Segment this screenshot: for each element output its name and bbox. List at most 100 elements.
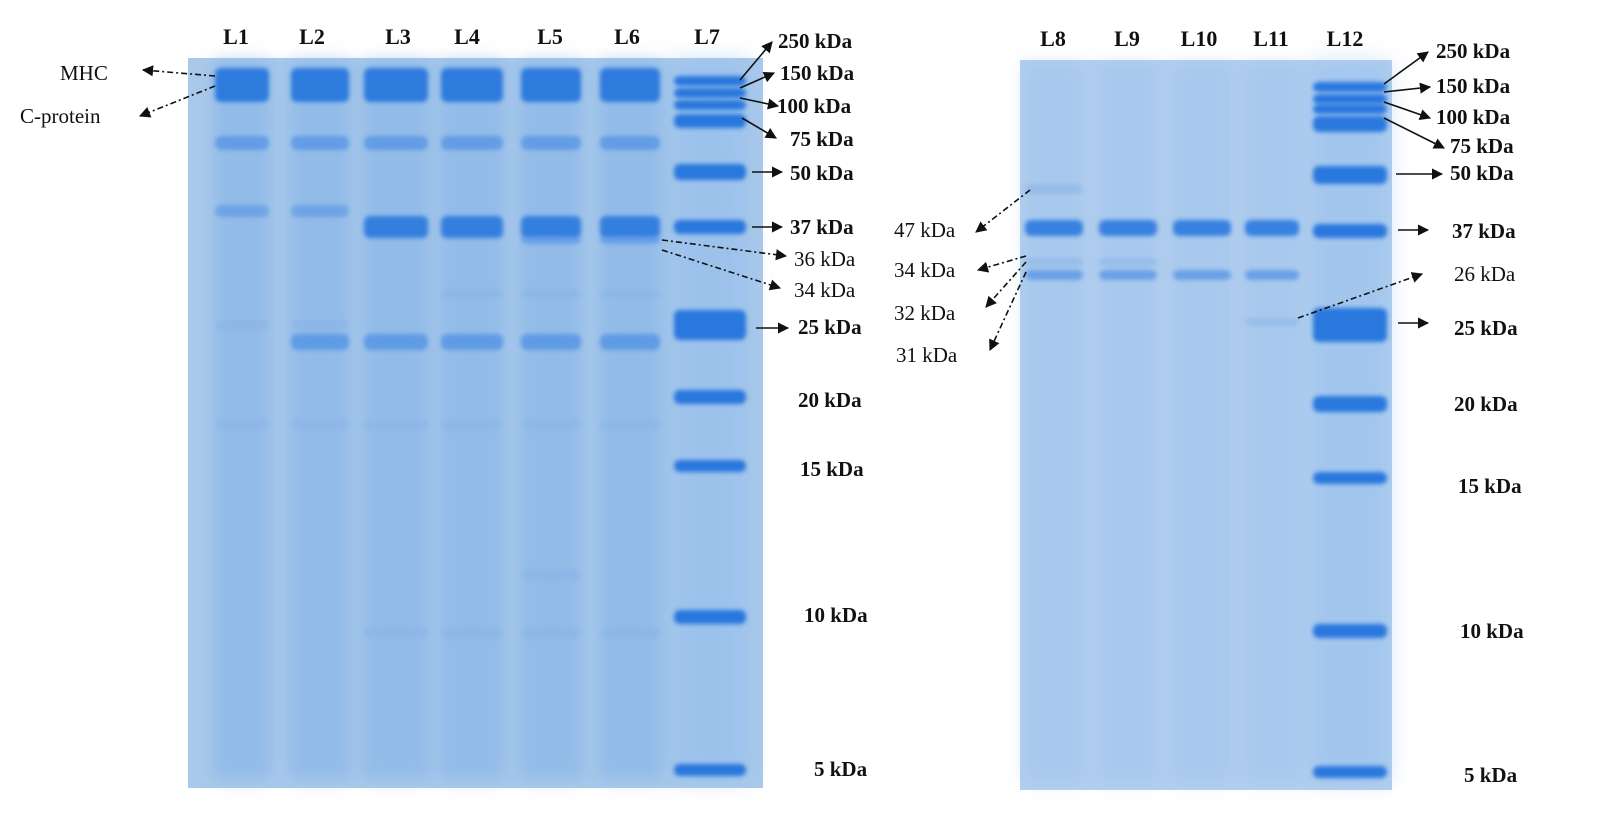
left-band-band-10-lane-4 — [441, 628, 503, 638]
right-band-band-32-lane-9 — [1099, 270, 1157, 280]
left-ladder-band-37 — [674, 220, 746, 234]
left-band-band-18-lane-6 — [600, 420, 660, 430]
left-ladder-band-10 — [674, 610, 746, 624]
right-ladder-band-5 — [1313, 766, 1387, 778]
left-band-band-25-lane-5 — [521, 334, 581, 350]
left-band-band-37-lane-4 — [441, 216, 503, 238]
left-band-band-27-lane-1 — [215, 320, 269, 330]
lane-label-l12: L12 — [1327, 26, 1364, 51]
left-band-band-37-lane-6 — [600, 216, 660, 238]
right-ladder-37: 37 kDa — [1452, 219, 1516, 243]
right-lane-labels: L8 L9 L10 L11 L12 — [1040, 26, 1363, 51]
right-lane-9-smear — [1097, 62, 1159, 782]
right-lane-8-smear — [1023, 62, 1085, 782]
right-band-band-32-lane-10 — [1173, 270, 1231, 280]
right-gel: L8 L9 L10 L11 L12 250 kDa 150 kDa 100 kD… — [894, 26, 1524, 790]
right-ladder-10: 10 kDa — [1460, 619, 1524, 643]
left-band-band-25-lane-6 — [600, 334, 660, 350]
left-band-mhc-lane-2 — [291, 68, 349, 102]
right-ladder-50: 50 kDa — [1450, 161, 1514, 185]
left-gel: L1 L2 L3 L4 L5 L6 L7 250 kDa 150 kDa 100… — [20, 24, 868, 788]
right-ladder-band-75 — [1313, 116, 1387, 132]
left-ladder-150: 150 kDa — [780, 61, 855, 85]
annotation-47kda: 47 kDa — [894, 218, 956, 242]
annotation-34kda: 34 kDa — [794, 278, 856, 302]
left-band-band-34-lane-5 — [521, 290, 581, 298]
right-band-band-26-lane-11 — [1245, 318, 1299, 326]
right-band-band-47-lane-8 — [1025, 184, 1083, 194]
left-ladder-100: 100 kDa — [777, 94, 852, 118]
left-annotation-arrows — [138, 65, 788, 291]
left-band-band-10-lane-3 — [364, 628, 428, 638]
left-band-band-18-lane-2 — [291, 420, 349, 430]
left-ladder-band-15 — [674, 460, 746, 472]
lane-label-l6: L6 — [614, 24, 640, 49]
right-band-band-34-lane-8 — [1025, 258, 1083, 266]
right-band-band-32-lane-11 — [1245, 270, 1299, 280]
lane-label-l2: L2 — [299, 24, 325, 49]
left-band-c-protein-lane-1 — [215, 136, 269, 150]
right-ladder-band-25 — [1313, 308, 1387, 342]
right-ladder-band-20 — [1313, 396, 1387, 412]
left-band-c-protein-lane-2 — [291, 136, 349, 150]
lane-label-l3: L3 — [385, 24, 411, 49]
left-band-band-42-lane-2 — [291, 205, 349, 217]
left-band-band-25-lane-4 — [441, 334, 503, 350]
left-band-mhc-lane-6 — [600, 68, 660, 102]
left-ladder-band-50 — [674, 164, 746, 180]
lane-label-l7: L7 — [694, 24, 720, 49]
left-band-band-34-lane-6 — [600, 290, 660, 298]
left-band-c-protein-lane-6 — [600, 136, 660, 150]
right-ladder-band-37 — [1313, 224, 1387, 238]
left-band-band-18-lane-5 — [521, 420, 581, 430]
left-ladder-10: 10 kDa — [804, 603, 868, 627]
right-lane-11-smear — [1243, 62, 1301, 782]
right-ladder-75: 75 kDa — [1450, 134, 1514, 158]
left-band-band-36-lane-6 — [600, 236, 660, 244]
left-band-band-37-lane-5 — [521, 216, 581, 238]
right-ladder-labels: 250 kDa 150 kDa 100 kDa 75 kDa 50 kDa 37… — [1436, 39, 1524, 787]
left-band-mhc-lane-4 — [441, 68, 503, 102]
left-band-band-36-lane-5 — [521, 236, 581, 244]
left-band-band-12-lane-5 — [521, 570, 581, 580]
left-ladder-50: 50 kDa — [790, 161, 854, 185]
left-band-band-25-lane-2 — [291, 334, 349, 350]
left-band-band-10-lane-6 — [600, 628, 660, 638]
right-band-band-34-lane-9 — [1099, 258, 1157, 266]
lane-label-l1: L1 — [223, 24, 249, 49]
right-annotations: 47 kDa 34 kDa 32 kDa 31 kDa 26 kDa — [894, 218, 1516, 367]
left-band-band-27-lane-2 — [291, 320, 349, 330]
left-ladder-20: 20 kDa — [798, 388, 862, 412]
left-band-band-10-lane-5 — [521, 628, 581, 638]
lane-label-l5: L5 — [537, 24, 563, 49]
right-ladder-250: 250 kDa — [1436, 39, 1511, 63]
left-ladder-37: 37 kDa — [790, 215, 854, 239]
annotation-34kda-right: 34 kDa — [894, 258, 956, 282]
annotation-mhc: MHC — [60, 61, 108, 85]
left-band-mhc-lane-1 — [215, 68, 269, 102]
lane-label-l11: L11 — [1253, 26, 1288, 51]
lane-label-l10: L10 — [1181, 26, 1218, 51]
right-band-band-37-lane-8 — [1025, 220, 1083, 236]
left-ladder-labels: 250 kDa 150 kDa 100 kDa 75 kDa 50 kDa 37… — [777, 29, 868, 781]
left-band-band-18-lane-1 — [215, 420, 269, 430]
left-ladder-arrows — [739, 41, 790, 334]
left-annotations: MHC C-protein 36 kDa 34 kDa — [20, 61, 856, 302]
left-lane-labels: L1 L2 L3 L4 L5 L6 L7 — [223, 24, 720, 49]
right-ladder-band-100 — [1313, 104, 1387, 114]
left-band-band-37-lane-3 — [364, 216, 428, 238]
left-ladder-250: 250 kDa — [778, 29, 853, 53]
annotation-36kda: 36 kDa — [794, 247, 856, 271]
annotation-26kda: 26 kDa — [1454, 262, 1516, 286]
annotation-31kda: 31 kDa — [896, 343, 958, 367]
left-ladder-band-25 — [674, 310, 746, 340]
left-ladder-band-250 — [674, 76, 746, 86]
left-band-band-34-lane-4 — [441, 290, 503, 298]
left-band-mhc-lane-5 — [521, 68, 581, 102]
right-lane-10-smear — [1171, 62, 1233, 782]
right-ladder-band-15 — [1313, 472, 1387, 484]
right-ladder-band-250 — [1313, 82, 1387, 92]
left-ladder-band-75 — [674, 114, 746, 128]
annotation-32kda: 32 kDa — [894, 301, 956, 325]
